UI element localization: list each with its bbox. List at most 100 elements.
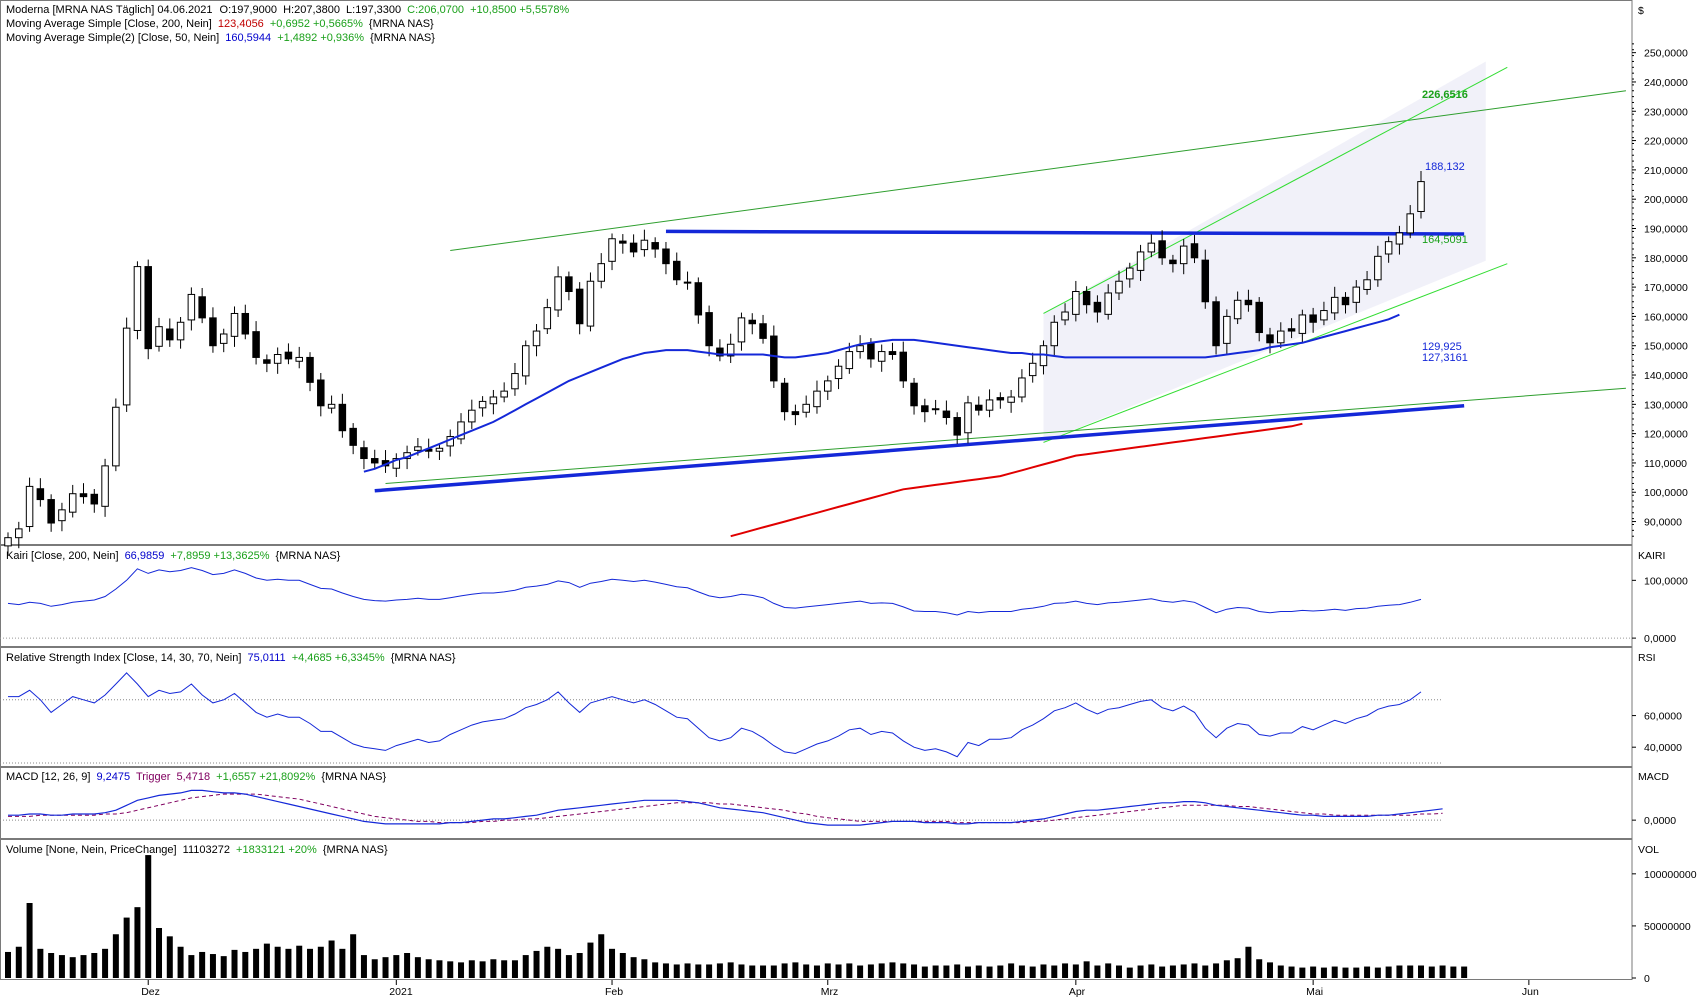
macd-value: 9,2475	[96, 771, 130, 783]
volume-bar	[317, 946, 324, 978]
candle-body	[1028, 362, 1037, 377]
candle-body	[133, 266, 142, 331]
candle-body	[457, 421, 465, 440]
volume-bar	[350, 934, 357, 978]
volume-bar	[1213, 963, 1220, 978]
candle-body	[349, 427, 357, 446]
volume-bar	[1062, 963, 1069, 978]
sma50-value: 160,5944	[225, 32, 271, 44]
macd-tick-label: 0,0000	[1644, 815, 1676, 827]
rsi-line	[8, 672, 1422, 758]
volume-bar	[102, 948, 109, 978]
volume-bar	[468, 960, 475, 978]
volume-bar	[576, 953, 583, 978]
candle-body	[942, 410, 951, 419]
volume-bar	[857, 965, 864, 978]
ohlc-close: C:206,0700	[407, 4, 464, 16]
candle-body	[58, 509, 66, 522]
candle-body	[327, 403, 336, 409]
channel-lower-line	[1043, 263, 1508, 443]
candle-body	[1190, 243, 1199, 259]
volume-bar	[263, 943, 270, 978]
volume-bar	[652, 962, 659, 978]
ohlc-low: L:197,3300	[346, 4, 401, 16]
candle-body	[338, 403, 347, 432]
volume-bar	[1407, 965, 1414, 978]
price-tick-label: 220,0000	[1644, 136, 1688, 148]
x-tick-label-6: Jun	[1522, 986, 1539, 998]
candle-body	[1126, 267, 1134, 280]
volume-bar	[220, 956, 227, 978]
volume-bar	[253, 948, 260, 978]
sma200-label: Moving Average Simple [Close, 200, Nein]	[6, 18, 212, 30]
volume-bar	[328, 940, 335, 978]
volume-bar	[932, 965, 939, 978]
volume-bar	[26, 903, 33, 978]
price-series	[4, 171, 1425, 555]
candle-body	[435, 447, 444, 452]
candle-body	[532, 330, 541, 347]
volume-bar	[1223, 960, 1230, 978]
candle-body	[1115, 280, 1123, 294]
candle-body	[921, 405, 929, 413]
ohlc-change: +10,8500 +5,5578%	[470, 4, 569, 16]
price-tick-label: 230,0000	[1644, 106, 1688, 118]
candle-body	[716, 347, 724, 357]
volume-bar	[458, 962, 465, 978]
volume-bar	[1018, 965, 1025, 978]
candle-body	[748, 319, 757, 325]
candle-body	[791, 411, 800, 416]
price-tick-label: 100,0000	[1644, 487, 1688, 499]
candle-body	[317, 379, 325, 407]
volume-bar	[511, 960, 518, 978]
volume-tick-label: 0	[1644, 973, 1650, 985]
candle-body	[824, 380, 832, 392]
volume-bar	[792, 962, 799, 978]
candle-body	[1320, 310, 1328, 321]
x-tick-label-3: Mrz	[821, 986, 839, 998]
volume-bar	[954, 964, 961, 978]
annotation-resistance: 188,132	[1425, 161, 1465, 173]
kairi-axis-title: KAIRI	[1638, 550, 1665, 562]
resistance-blue-line	[665, 229, 1465, 236]
candle-body	[295, 356, 303, 362]
volume-bar	[1374, 967, 1381, 978]
volume-bar	[684, 963, 691, 978]
candle-body	[36, 488, 45, 501]
macd-label: MACD [12, 26, 9]	[6, 771, 90, 783]
volume-change: +1833121 +20%	[236, 844, 317, 856]
candle-body	[478, 400, 487, 409]
candle-body	[47, 499, 55, 524]
volume-bar	[1202, 965, 1209, 978]
candle-body	[705, 312, 713, 347]
candle-body	[68, 493, 77, 513]
candle-body	[802, 403, 810, 413]
candle-body	[468, 409, 476, 423]
candle-body	[770, 335, 778, 382]
volume-bar	[37, 948, 44, 978]
volume-bar	[80, 955, 87, 978]
candle-body	[867, 342, 875, 360]
price-tick-label: 160,0000	[1644, 311, 1688, 323]
candle-body	[910, 382, 918, 407]
candle-body	[1341, 296, 1350, 306]
volume-bar	[393, 955, 400, 978]
candle-body	[1061, 311, 1069, 321]
macd-axis-title: MACD	[1638, 771, 1669, 783]
price-legend: Moderna [MRNA NAS Täglich] 04.06.2021 O:…	[6, 4, 569, 16]
volume-bar	[641, 959, 648, 978]
rsi-legend: Relative Strength Index [Close, 14, 30, …	[6, 652, 456, 664]
candle-body	[1223, 315, 1231, 344]
macd-symbol: {MRNA NAS}	[321, 771, 386, 783]
candle-body	[1212, 301, 1220, 347]
candle-body	[1287, 328, 1296, 332]
candle-body	[144, 266, 152, 350]
candle-body	[219, 333, 228, 344]
candle-body	[1417, 181, 1425, 212]
x-tick-label-1: 2021	[389, 986, 413, 998]
volume-bar	[727, 962, 734, 978]
sma50-change: +1,4892 +0,936%	[277, 32, 364, 44]
candle-body	[726, 343, 735, 357]
candle-body	[1201, 259, 1210, 303]
candle-body	[672, 260, 681, 281]
